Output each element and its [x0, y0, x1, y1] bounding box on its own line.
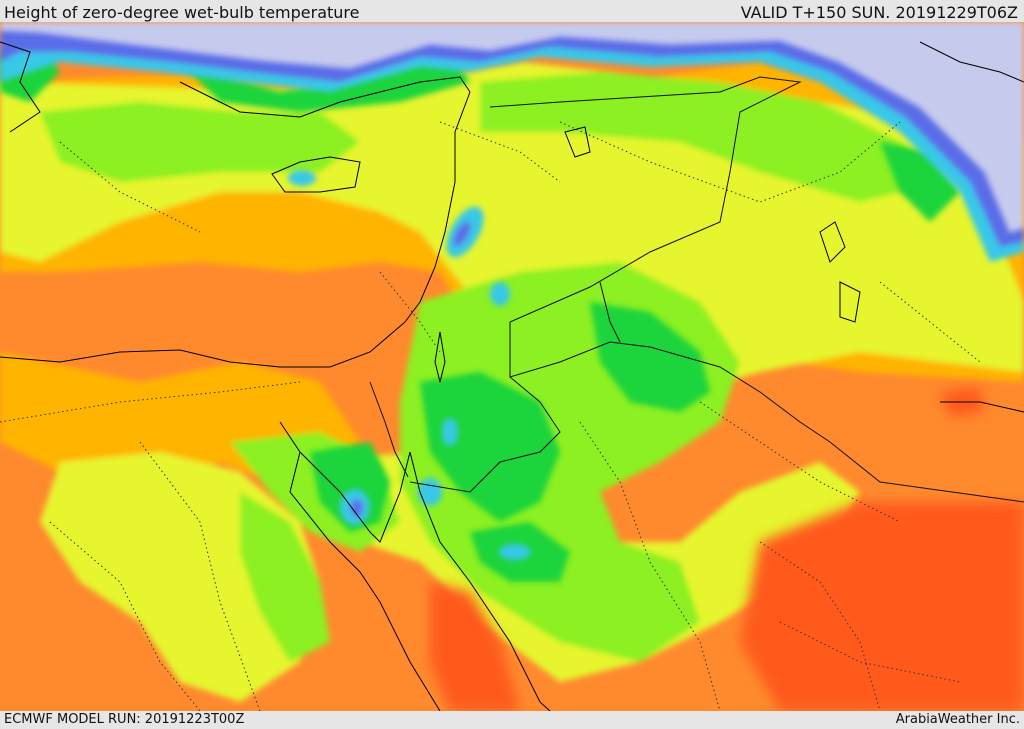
border-iraq-kuwait — [599, 281, 621, 343]
coast-egypt-north — [0, 321, 406, 368]
spot-saudi — [499, 544, 531, 560]
coast-gulf — [940, 401, 1024, 413]
spot-jordan-south — [418, 478, 442, 506]
model-run: ECMWF MODEL RUN: 20191223T00Z — [4, 712, 245, 727]
zone-green-iraq — [590, 302, 710, 412]
map-title: Height of zero-degree wet-bulb temperatu… — [4, 3, 360, 22]
coast-caspian — [919, 41, 1024, 83]
border-egypt-israel — [369, 381, 409, 478]
dotted-lines — [0, 121, 981, 711]
spot-sinai-core — [351, 499, 363, 517]
coast-levant — [404, 91, 471, 323]
zone-red-redsea — [430, 582, 520, 711]
spot-hermon — [490, 282, 510, 306]
coast-cyprus — [271, 156, 361, 193]
coast-sinai — [279, 421, 411, 543]
zone-lightgreen-north — [480, 72, 940, 202]
zone-lightgreen-egypt — [240, 492, 330, 662]
footer-bar — [0, 711, 1024, 729]
coastlines — [0, 41, 1024, 711]
border-jordan-saudi — [409, 376, 561, 493]
lake-milh — [839, 281, 861, 323]
header-bar — [0, 0, 1024, 22]
coast-aqaba — [409, 451, 551, 711]
border-syria-iraq — [489, 76, 802, 323]
coast-turkey-south — [179, 76, 471, 118]
weather-map — [0, 22, 1024, 711]
credit: ArabiaWeather Inc. — [895, 712, 1020, 727]
lake-tharthar — [819, 221, 846, 263]
coast-aegean — [0, 41, 41, 133]
spot-jordan-central — [442, 418, 458, 446]
zone-lightgreen-cyprus — [40, 102, 360, 182]
coast-suez — [289, 451, 441, 711]
valid-time: VALID T+150 SUN. 20191229T06Z — [740, 3, 1018, 22]
lake-van — [564, 126, 591, 158]
spot-lebanon-core — [453, 221, 471, 247]
zone-red-arabia — [740, 502, 1024, 711]
zone-green-caucasus — [880, 142, 960, 222]
border-jordan — [509, 322, 1024, 503]
zone-cyan-north — [0, 22, 1024, 262]
country-borders — [369, 76, 1024, 503]
zone-green-jordan — [420, 372, 560, 522]
zone-green-sinai — [310, 442, 390, 532]
spot-cyprus — [288, 170, 316, 186]
dead-sea — [434, 331, 446, 383]
